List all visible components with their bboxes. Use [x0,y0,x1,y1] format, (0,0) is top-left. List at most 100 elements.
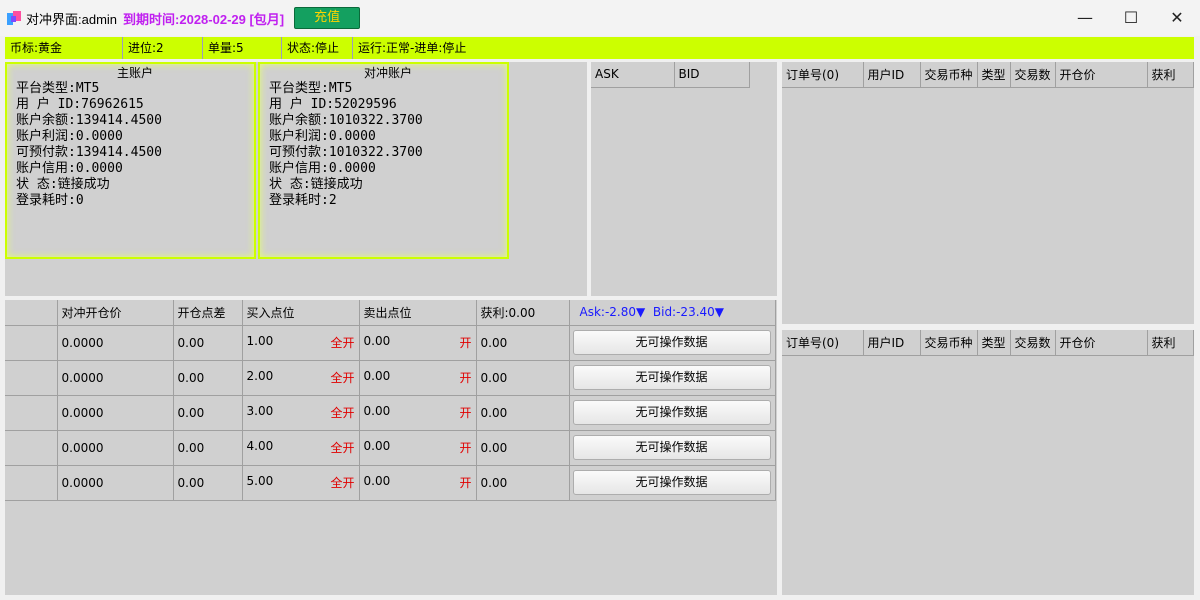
operate-button[interactable]: 无可操作数据 [572,330,771,355]
buy-value: 5.00 [246,474,274,488]
orders-bottom-panel: 订单号(0) 用户ID 交易币种 类型 交易数 开仓价 获利 [782,330,1194,595]
operate-button[interactable]: 无可操作数据 [572,470,771,495]
profit: 账户利润:0.0000 [269,129,376,144]
profit: 0.00 [476,430,570,466]
sell-value: 0.00 [363,334,391,348]
col-order-no[interactable]: 订单号(0) [782,330,864,356]
title-row: 对冲界面:admin 到期时间:2028-02-29 [包月] 充值 [6,0,361,36]
sell-level: 0.00 开 [359,395,477,431]
sell-value: 0.00 [363,474,391,488]
buy-open-all[interactable]: 全开 [330,406,355,420]
status-lot: 单量:5 [203,37,282,59]
ask-header: ASK [591,62,675,88]
col-order-no[interactable]: 订单号(0) [782,62,864,88]
table-row: 0.0000 0.00 2.00 全开 0.00 开 0.00 无可操作数据 [5,360,776,396]
spread: 0.00 [173,395,243,431]
sell-open[interactable]: 开 [459,336,472,350]
buy-value: 3.00 [246,404,274,418]
spread: 0.00 [173,430,243,466]
credit: 账户信用:0.0000 [16,161,123,176]
buy-open-all[interactable]: 全开 [330,371,355,385]
status-running: 运行:正常-进单:停止 [358,41,467,55]
sell-level: 0.00 开 [359,430,477,466]
col-open-price[interactable]: 开仓价 [1055,330,1148,356]
row-index [5,395,58,431]
col-symbol[interactable]: 交易币种 [920,62,978,88]
row-index [5,465,58,501]
main-account-box: 主账户 平台类型:MT5 用 户 ID:76962615 账户余额:139414… [5,62,256,259]
spread: 0.00 [173,360,243,396]
col-user-id[interactable]: 用户ID [863,62,921,88]
status-state: 状态:停止 [282,37,353,59]
minimize-button[interactable]: — [1077,8,1093,27]
col-buy: 买入点位 [242,300,360,326]
table-row: 0.0000 0.00 4.00 全开 0.00 开 0.00 无可操作数据 [5,430,776,466]
connection-status: 状 态:链接成功 [16,177,110,192]
col-type[interactable]: 类型 [977,62,1011,88]
operate-button[interactable]: 无可操作数据 [572,435,771,460]
platform-type: 平台类型:MT5 [16,81,100,96]
col-profit[interactable]: 获利 [1147,330,1194,356]
buy-level: 4.00 全开 [242,430,360,466]
sell-level: 0.00 开 [359,325,477,361]
col-type[interactable]: 类型 [977,330,1011,356]
col-user-id[interactable]: 用户ID [863,330,921,356]
sell-level: 0.00 开 [359,465,477,501]
row-index [5,430,58,466]
hedge-panel: 对冲开仓价 开仓点差 买入点位 卖出点位 获利:0.00 Ask:-2.80▼ … [5,300,777,595]
operate-button[interactable]: 无可操作数据 [572,400,771,425]
buy-value: 2.00 [246,369,274,383]
buy-open-all[interactable]: 全开 [330,441,355,455]
col-open-price[interactable]: 开仓价 [1055,62,1148,88]
orders-top-panel: 订单号(0) 用户ID 交易币种 类型 交易数 开仓价 获利 [782,62,1194,324]
sell-value: 0.00 [363,439,391,453]
buy-level: 1.00 全开 [242,325,360,361]
row-index [5,325,58,361]
platform-type: 平台类型:MT5 [269,81,353,96]
spread: 0.00 [173,325,243,361]
col-symbol[interactable]: 交易币种 [920,330,978,356]
credit: 账户信用:0.0000 [269,161,376,176]
status-symbol: 币标:黄金 [5,37,123,59]
hedge-account-box: 对冲账户 平台类型:MT5 用 户 ID:52029596 账户余额:10103… [258,62,509,259]
col-volume[interactable]: 交易数 [1010,330,1056,356]
buy-level: 5.00 全开 [242,465,360,501]
buy-value: 1.00 [246,334,274,348]
recharge-button[interactable]: 充值 [294,7,361,29]
hedge-price: 0.0000 [57,325,174,361]
profit: 0.00 [476,325,570,361]
sell-open[interactable]: 开 [459,441,472,455]
col-profit[interactable]: 获利 [1147,62,1194,88]
ask-diff[interactable]: Ask:-2.80▼ [579,305,646,320]
expiry-date: 到期时间:2028-02-29 [包月] [123,11,285,27]
user-id: 用 户 ID:52029596 [269,97,397,112]
sell-level: 0.00 开 [359,360,477,396]
maximize-button[interactable]: ☐ [1123,8,1139,27]
profit: 0.00 [476,360,570,396]
buy-open-all[interactable]: 全开 [330,336,355,350]
col-spread: 开仓点差 [173,300,243,326]
bid-diff[interactable]: Bid:-23.40▼ [652,305,725,320]
balance: 账户余额:139414.4500 [16,113,162,128]
col-volume[interactable]: 交易数 [1010,62,1056,88]
close-button[interactable]: ✕ [1170,8,1184,27]
login-time: 登录耗时:0 [16,193,84,208]
title-bar: 对冲界面:admin 到期时间:2028-02-29 [包月] 充值 — ☐ ✕ [0,0,1200,36]
status-bar: 币标:黄金 进位:2 单量:5 状态:停止 运行:正常-进单:停止 [5,37,1194,59]
buy-open-all[interactable]: 全开 [330,476,355,490]
sell-open[interactable]: 开 [459,371,472,385]
hedge-price: 0.0000 [57,430,174,466]
balance: 账户余额:1010322.3700 [269,113,423,128]
operate-button[interactable]: 无可操作数据 [572,365,771,390]
hedge-table: 对冲开仓价 开仓点差 买入点位 卖出点位 获利:0.00 Ask:-2.80▼ … [5,300,776,501]
col-sell: 卖出点位 [359,300,477,326]
col-hedge-price: 对冲开仓价 [57,300,174,326]
sell-open[interactable]: 开 [459,476,472,490]
profit: 0.00 [476,395,570,431]
app-logo-icon [7,11,21,25]
sell-value: 0.00 [363,404,391,418]
table-row: 0.0000 0.00 3.00 全开 0.00 开 0.00 无可操作数据 [5,395,776,431]
free-margin: 可预付款:1010322.3700 [269,145,423,160]
orders-bottom-table: 订单号(0) 用户ID 交易币种 类型 交易数 开仓价 获利 [782,330,1194,356]
sell-open[interactable]: 开 [459,406,472,420]
